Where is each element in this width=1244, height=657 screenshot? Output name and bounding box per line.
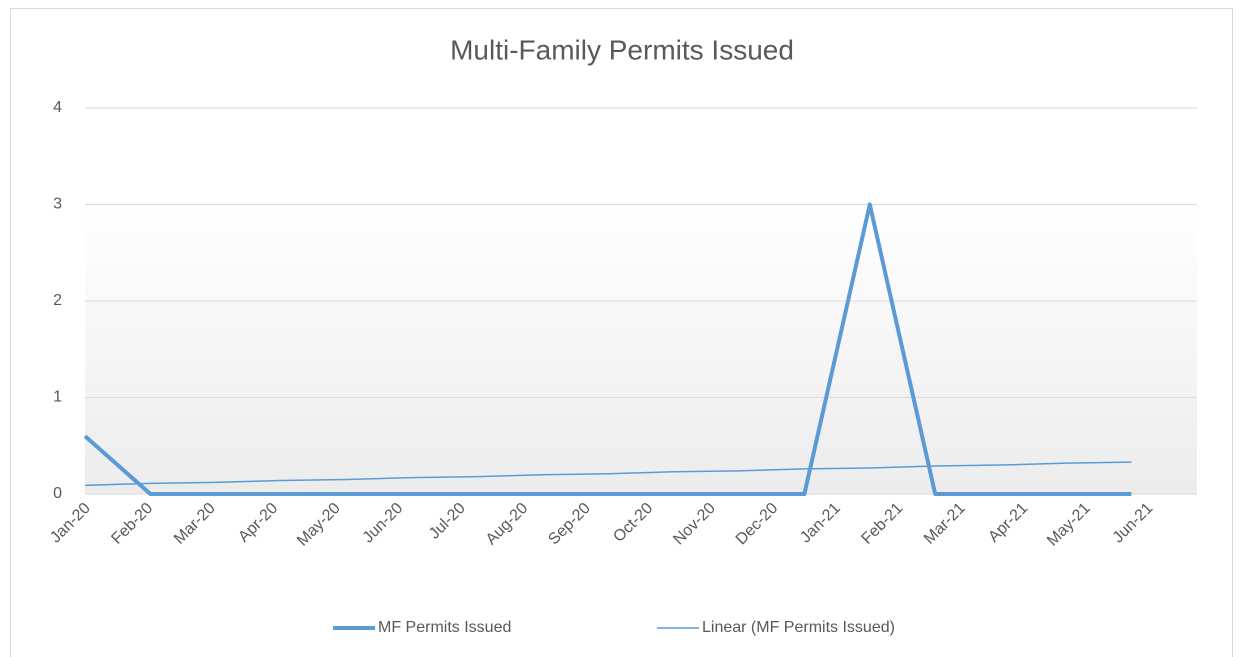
chart-title: Multi-Family Permits Issued — [450, 34, 794, 65]
y-tick-label: 4 — [53, 99, 62, 116]
series-line — [84, 461, 1132, 487]
series-line — [83, 202, 1132, 496]
legend-label: Linear (MF Permits Issued) — [702, 619, 895, 636]
y-tick-label: 2 — [53, 292, 62, 309]
legend-label: MF Permits Issued — [378, 619, 511, 636]
plot-shade — [85, 205, 1197, 494]
y-tick-label: 0 — [53, 485, 62, 502]
y-tick-label: 3 — [53, 196, 62, 213]
y-tick-label: 1 — [53, 389, 62, 406]
